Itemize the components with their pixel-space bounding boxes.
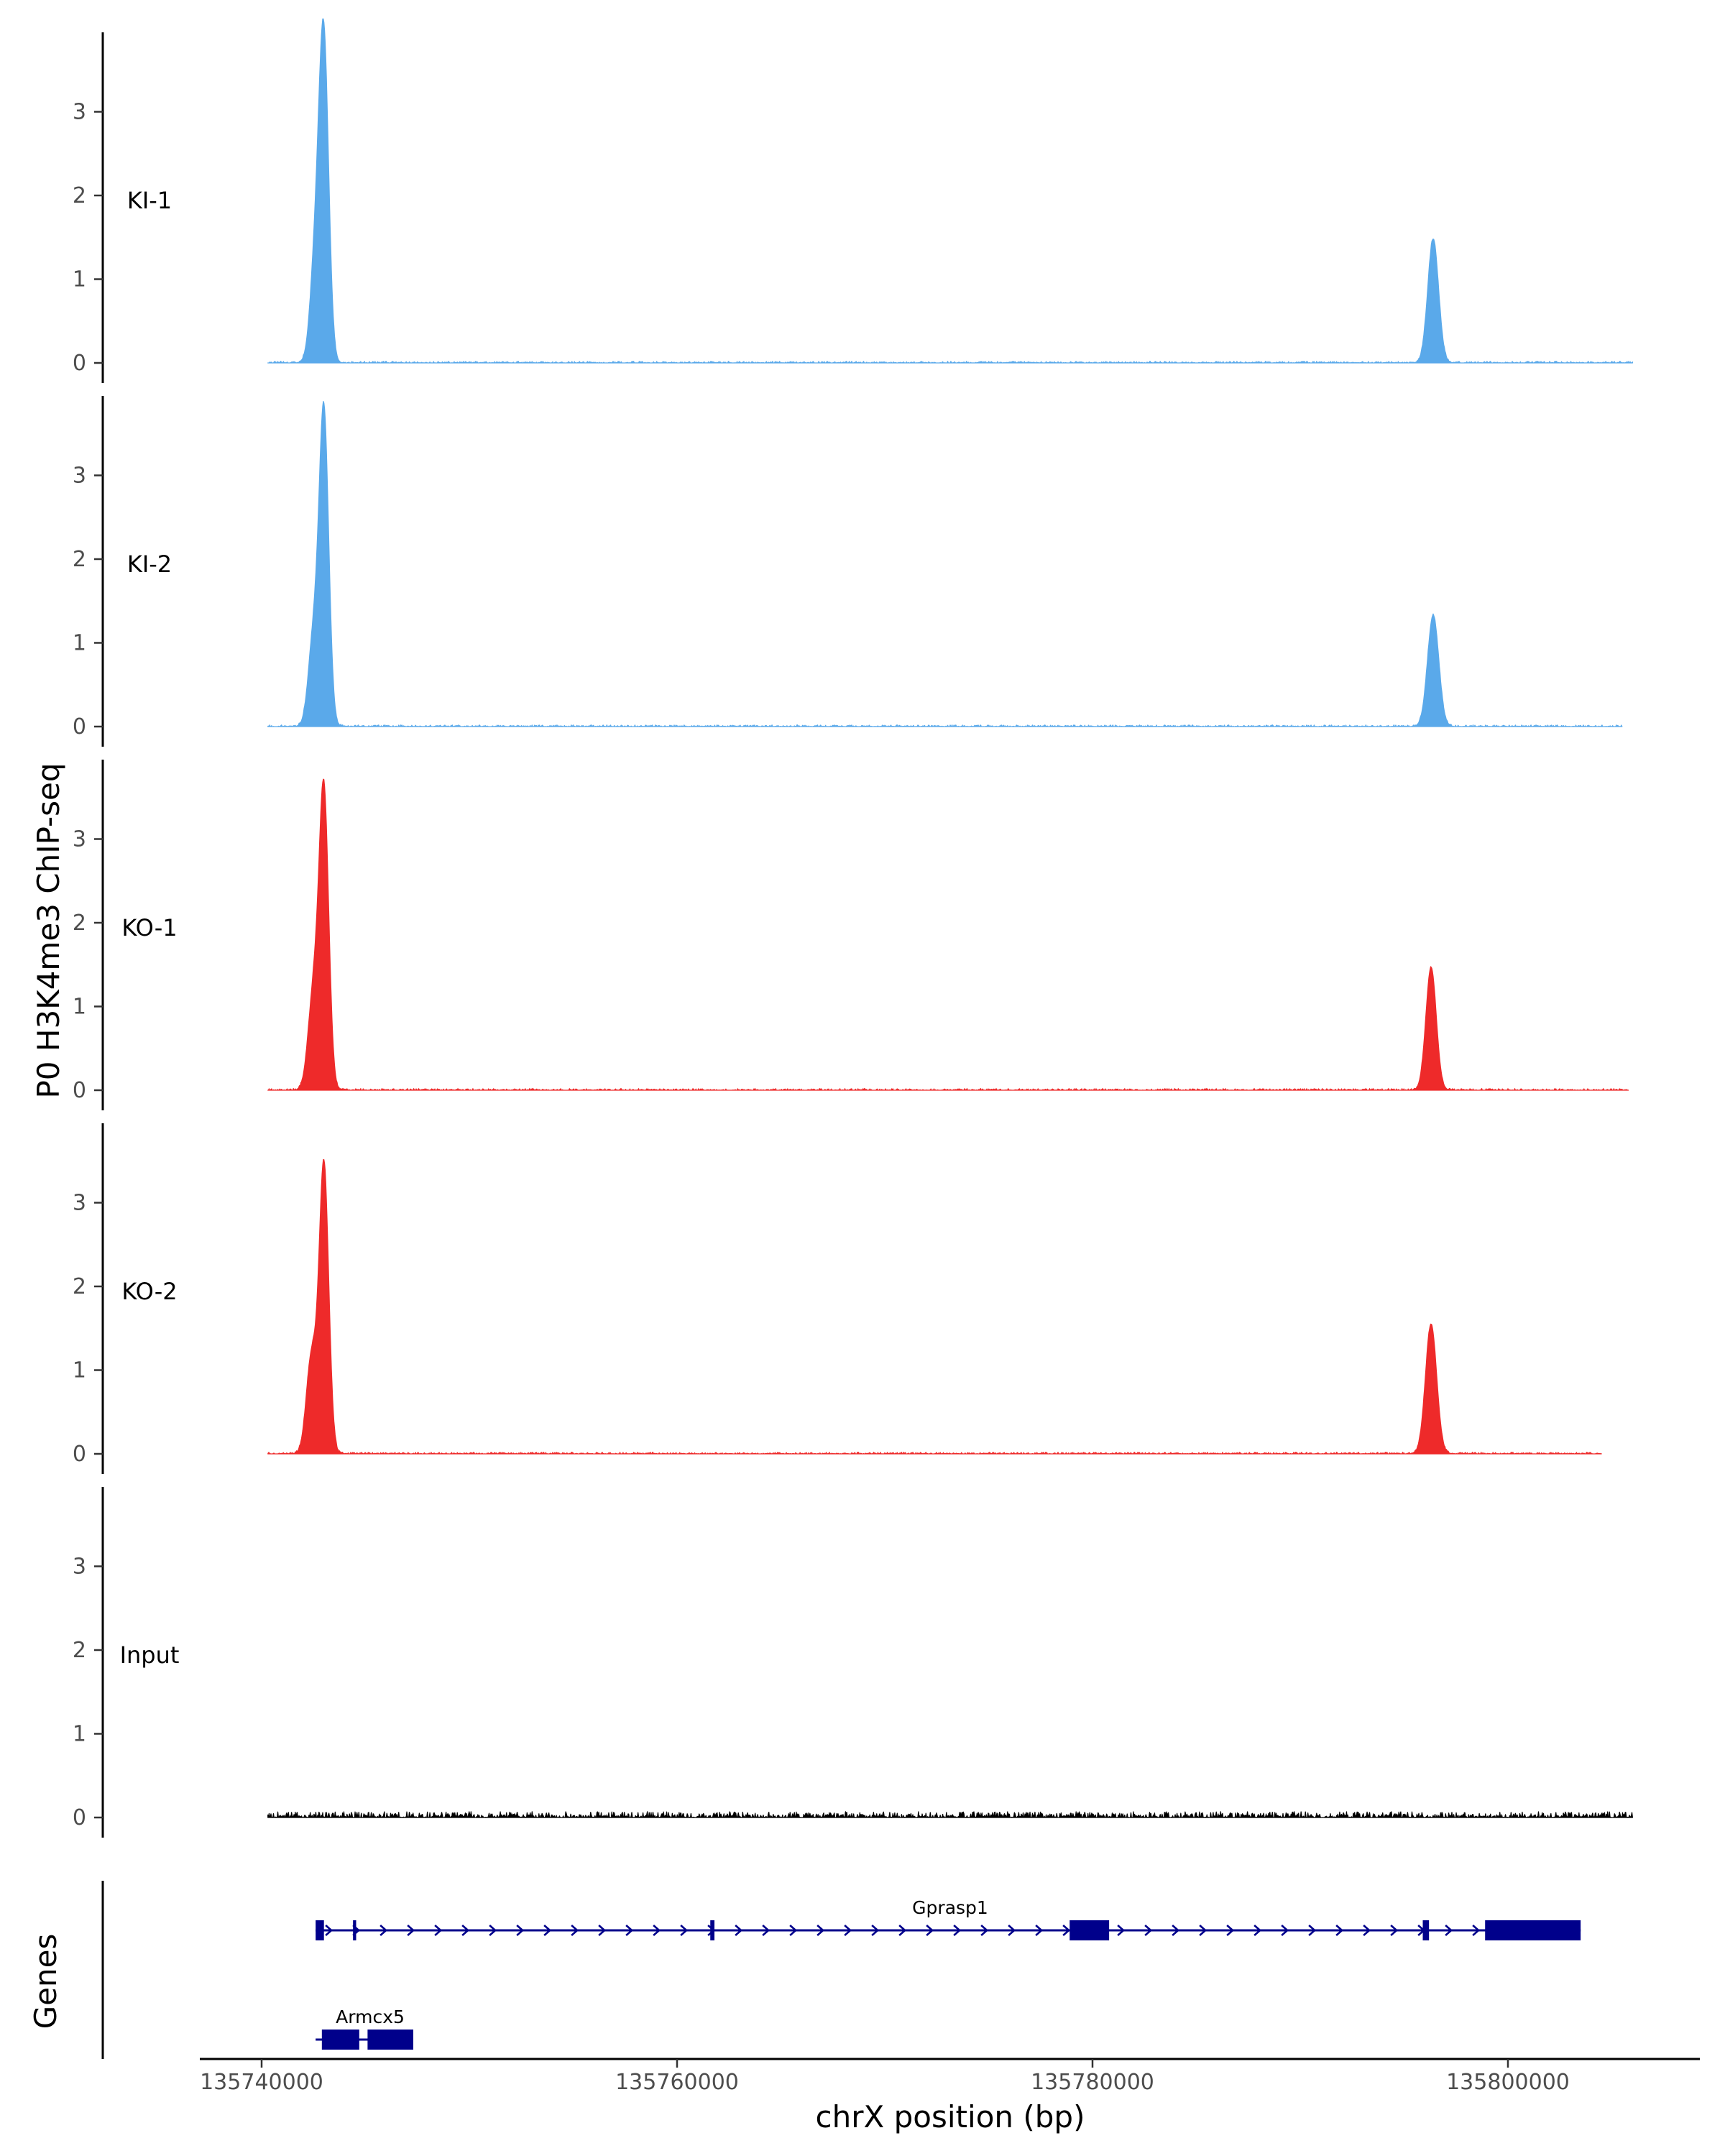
strand-arrow <box>762 1925 770 1936</box>
track-label: Input <box>120 1641 180 1669</box>
strand-arrow <box>571 1925 579 1936</box>
y-tick-label: 2 <box>73 911 86 936</box>
strand-arrow <box>625 1925 634 1936</box>
signal-area-ki-1 <box>267 18 1633 364</box>
y-tick-label: 1 <box>73 631 86 656</box>
strand-arrow <box>1335 1925 1344 1936</box>
track-label: KO-2 <box>121 1278 177 1305</box>
exon <box>367 2030 413 2050</box>
x-tick-label: 135760000 <box>615 2070 739 2095</box>
strand-arrow <box>1008 1925 1016 1936</box>
strand-arrow <box>461 1925 470 1936</box>
strand-arrow <box>680 1925 689 1936</box>
genes-axis-title: Genes <box>28 1934 63 2030</box>
y-tick-label: 0 <box>73 1442 86 1467</box>
strand-arrow <box>1472 1925 1481 1936</box>
y-tick-label: 1 <box>73 1722 86 1747</box>
strand-arrow <box>980 1925 989 1936</box>
y-tick-label: 0 <box>73 714 86 740</box>
strand-arrow <box>898 1925 907 1936</box>
y-tick-label: 3 <box>73 827 86 852</box>
strand-arrow <box>543 1925 552 1936</box>
signal-area-input <box>267 1811 1633 1818</box>
y-tick-label: 1 <box>73 995 86 1020</box>
exon <box>1485 1920 1581 1940</box>
strand-arrow <box>1062 1925 1071 1936</box>
strand-arrow <box>1035 1925 1044 1936</box>
y-tick-label: 2 <box>73 1638 86 1663</box>
exon <box>1070 1920 1110 1940</box>
y-tick-label: 3 <box>73 1554 86 1580</box>
gene-panel: 135740000 135760000 135780000 135800000 Gpra… <box>101 1881 1700 2095</box>
strand-arrow <box>953 1925 962 1936</box>
track-label: KO-1 <box>121 914 177 941</box>
track-ko-1: 0 1 2 3 KO-1 <box>73 760 1629 1110</box>
strand-arrow <box>789 1925 798 1936</box>
y-tick-label: 0 <box>73 1078 86 1103</box>
track-label: KI-2 <box>127 550 172 578</box>
track-ko-2: 0 1 2 3 KO-2 <box>73 1123 1602 1474</box>
y-tick-label: 2 <box>73 1274 86 1299</box>
y-tick-label: 0 <box>73 1805 86 1830</box>
strand-arrow <box>926 1925 934 1936</box>
strand-arrow <box>735 1925 743 1936</box>
strand-arrow <box>1281 1925 1289 1936</box>
exon <box>1422 1920 1430 1940</box>
y-tick-label: 3 <box>73 1191 86 1216</box>
strand-arrow <box>1172 1925 1180 1936</box>
strand-arrow <box>816 1925 825 1936</box>
exon <box>710 1920 715 1940</box>
strand-arrow <box>1363 1925 1371 1936</box>
x-tick-label: 135780000 <box>1031 2070 1154 2095</box>
x-tick-label: 135740000 <box>200 2070 323 2095</box>
strand-arrow <box>325 1925 334 1936</box>
signal-tracks: 0 1 2 3 KI-1 0 1 2 3 KI-2 0 1 2 3 KO-1 0 1 2 3 KO-2 0 1 2 3 Inpu… <box>73 18 1633 1838</box>
strand-arrow <box>1199 1925 1208 1936</box>
strand-arrow <box>871 1925 880 1936</box>
strand-arrow <box>1445 1925 1453 1936</box>
strand-arrow <box>1117 1925 1126 1936</box>
signal-area-ko-2 <box>267 1158 1602 1455</box>
gene-label: Armcx5 <box>336 2007 405 2027</box>
exon <box>353 1920 356 1940</box>
track-ki-1: 0 1 2 3 KI-1 <box>73 18 1633 383</box>
strand-arrow <box>1144 1925 1153 1936</box>
exon <box>321 2030 359 2050</box>
strand-arrow <box>1390 1925 1399 1936</box>
y-tick-label: 3 <box>73 464 86 489</box>
strand-arrow <box>434 1925 443 1936</box>
x-tick-label: 135800000 <box>1446 2070 1570 2095</box>
signal-area-ko-1 <box>267 778 1629 1091</box>
y-tick-label: 3 <box>73 100 86 125</box>
y-tick-label: 2 <box>73 183 86 208</box>
y-tick-label: 1 <box>73 267 86 292</box>
track-input: 0 1 2 3 Input <box>73 1487 1633 1838</box>
y-tick-label: 0 <box>73 351 86 376</box>
y-tick-label: 2 <box>73 547 86 572</box>
strand-arrow <box>1226 1925 1235 1936</box>
track-label: KI-1 <box>127 187 172 214</box>
track-ki-2: 0 1 2 3 KI-2 <box>73 396 1623 747</box>
strand-arrow <box>598 1925 607 1936</box>
gene-armcx5: Armcx5 <box>316 2007 413 2050</box>
strand-arrow <box>653 1925 661 1936</box>
strand-arrow <box>1254 1925 1262 1936</box>
y-axis-title: P0 H3K4me3 ChIP-seq <box>31 763 66 1098</box>
strand-arrow <box>489 1925 497 1936</box>
strand-arrow <box>844 1925 852 1936</box>
strand-arrow <box>1308 1925 1317 1936</box>
strand-arrow <box>407 1925 415 1936</box>
gene-gprasp1: Gprasp1 <box>316 1897 1581 1940</box>
y-tick-label: 1 <box>73 1358 86 1383</box>
strand-arrow <box>516 1925 525 1936</box>
strand-arrow <box>380 1925 388 1936</box>
signal-area-ki-2 <box>267 400 1623 727</box>
exon <box>316 1920 324 1940</box>
x-axis-title: chrX position (bp) <box>816 2099 1085 2134</box>
gene-label: Gprasp1 <box>912 1897 988 1918</box>
